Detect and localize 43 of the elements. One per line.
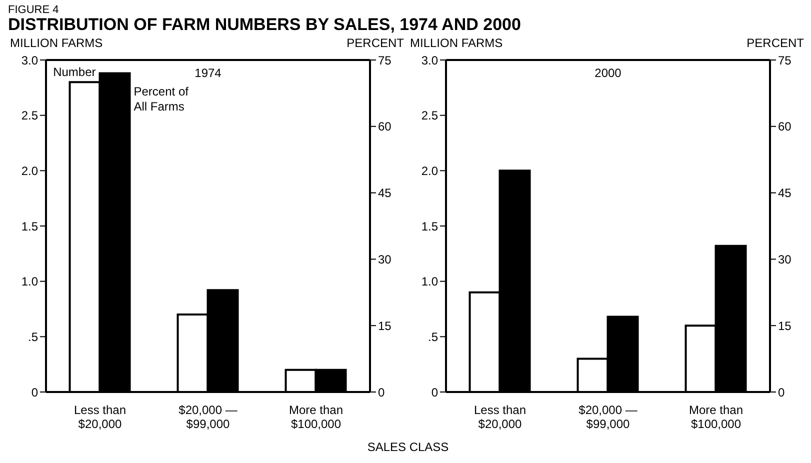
y-tick-label: .5 [28, 330, 38, 344]
y-tick-label: 2.0 [421, 164, 438, 178]
x-tick-label: More than $100,000 [288, 403, 344, 431]
y-tick-label: 1.0 [421, 274, 438, 289]
y2-tick-label: 60 [778, 120, 792, 134]
y2-axis-title: PERCENT [746, 36, 804, 50]
chart-title: DISTRIBUTION OF FARM NUMBERS BY SALES, 1974 AND 2000 [8, 15, 521, 35]
x-tick-label: $20,000 — $99,000 [578, 403, 638, 431]
x-tick-label: Less than $20,000 [74, 403, 126, 431]
y-tick-label: 2.5 [21, 108, 38, 123]
y-tick-label: .5 [428, 330, 438, 344]
series-label: Percent of All Farms [134, 84, 190, 114]
y2-tick-label: 75 [378, 53, 392, 68]
y-tick-label: 1.0 [21, 274, 38, 289]
y-tick-label: 1.5 [421, 219, 438, 234]
text: 2000 [594, 66, 622, 80]
y2-tick-label: 0 [378, 385, 385, 400]
y2-axis-title: PERCENT [346, 36, 404, 50]
x-tick-label: Less than $20,000 [474, 403, 526, 431]
y2-tick-label: 15 [378, 318, 392, 333]
x-tick-label: More than $100,000 [688, 403, 744, 431]
y2-tick-label: 30 [778, 252, 792, 266]
caption: FIGURE 4 [8, 4, 59, 16]
y2-tick-label: 45 [778, 186, 792, 200]
y2-tick-label: 75 [778, 53, 792, 68]
y2-tick-label: 45 [378, 186, 392, 200]
y2-tick-label: 0 [778, 385, 785, 400]
y-tick-label: 2.0 [21, 164, 38, 178]
y-tick-label: 2.5 [421, 108, 438, 123]
series-label: Number [53, 65, 96, 80]
y2-tick-label: 60 [378, 120, 392, 134]
y-axis-title: MILLION FARMS [10, 36, 103, 50]
y-tick-label: 3.0 [421, 53, 438, 68]
x-axis-title: SALES CLASS [366, 440, 450, 454]
y-tick-label: 0 [431, 385, 438, 400]
y-tick-label: 0 [31, 385, 38, 400]
y-tick-label: 1.5 [21, 219, 38, 234]
x-tick-label: $20,000 — $99,000 [178, 403, 238, 431]
y2-tick-label: 15 [778, 318, 792, 333]
y2-tick-label: 30 [378, 252, 392, 266]
y-tick-label: 3.0 [21, 53, 38, 68]
text: 1974 [194, 66, 222, 80]
y-axis-title: MILLION FARMS [410, 36, 503, 50]
